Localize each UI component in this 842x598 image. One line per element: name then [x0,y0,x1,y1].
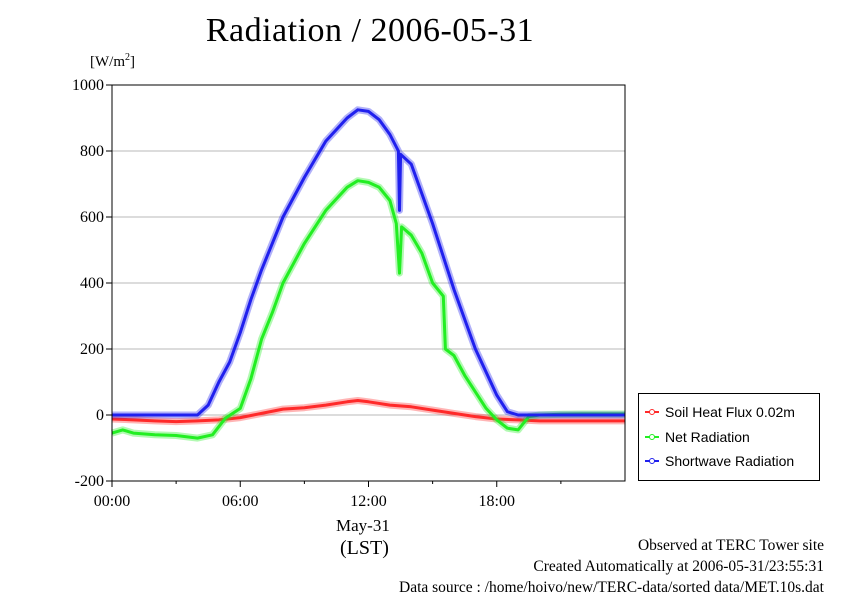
x-tick-label: 12:00 [350,493,386,510]
legend-swatch-soil-heat-flux [645,407,659,417]
legend-item-shortwave-radiation: Shortwave Radiation [639,449,819,474]
series-shortwave-radiation-halo [112,106,625,419]
legend-swatch-net-radiation [645,432,659,442]
legend-label-soil-heat-flux: Soil Heat Flux 0.02m [665,404,795,421]
series-soil-heat-flux [111,399,625,424]
footer-created: Created Automatically at 2006-05-31/23:5… [533,558,824,575]
series-shortwave-radiation [112,108,625,417]
y-tick-label: 800 [80,143,104,160]
y-tick-label: -200 [75,473,104,490]
legend-label-net-radiation: Net Radiation [665,428,750,445]
x-tick-label: 06:00 [222,493,258,510]
x-date-label: May-31 [336,516,390,535]
legend-label-shortwave-radiation: Shortwave Radiation [665,453,795,470]
y-tick-label: 600 [80,209,104,226]
legend-item-net-radiation: Net Radiation [639,425,819,450]
legend-swatch-shortwave-radiation [645,456,659,466]
y-tick-label: 200 [80,341,104,358]
legend: Soil Heat Flux 0.02m Net Radiation Short… [638,393,820,481]
y-tick-label: 1000 [72,77,104,94]
y-unit-label: [W/m2] [90,52,135,70]
axis-ticks: 1000 800 600 400 200 0 -200 00:00 06:00 12:00 18:0… [72,77,562,510]
legend-item-soil-heat-flux: Soil Heat Flux 0.02m [639,400,819,425]
series-net-radiation [111,179,625,440]
x-tick-label: 18:00 [479,493,515,510]
footer-data-source: Data source : /home/hoivo/new/TERC-data/… [399,579,824,596]
x-tick-label: 00:00 [94,493,130,510]
y-tick-label: 0 [96,407,104,424]
chart-title: Radiation / 2006-05-31 [205,12,535,49]
footer-observed: Observed at TERC Tower site [637,537,824,554]
x-axis-label: (LST) [340,537,389,559]
y-tick-label: 400 [80,275,104,292]
footer: Observed at TERC Tower site Created Auto… [399,535,824,598]
series-layer [110,106,625,442]
